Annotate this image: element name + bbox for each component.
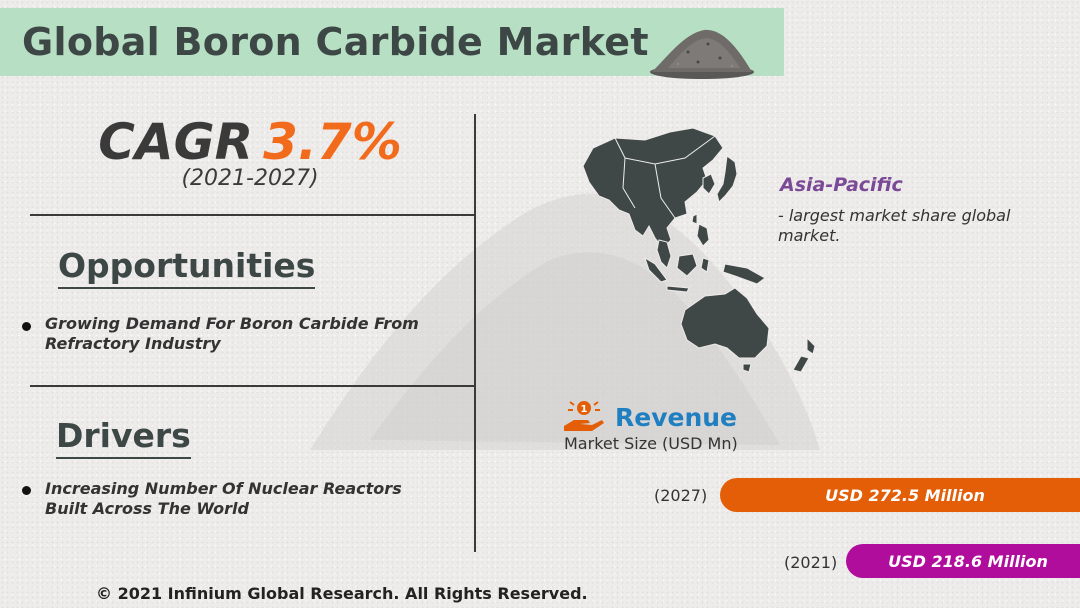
vertical-divider [474, 114, 476, 552]
revenue-bar-2027: USD 272.5 Million [720, 478, 1080, 512]
revenue-subtitle: Market Size (USD Mn) [564, 434, 738, 453]
driver-item: Increasing Number Of Nuclear Reactors Bu… [45, 479, 402, 518]
asia-pacific-map [582, 127, 816, 373]
divider-line [30, 214, 475, 216]
divider-line [30, 385, 475, 387]
cagr-years: (2021-2027) [181, 166, 319, 191]
cagr-label: CAGR [98, 113, 254, 171]
bullet-icon [22, 322, 31, 331]
title-band: Global Boron Carbide Market [0, 8, 784, 79]
region-description: - largest market share global market. [778, 206, 1011, 245]
opportunities-title: Opportunities [58, 246, 316, 289]
copyright-footer: © 2021 Infinium Global Research. All Rig… [96, 584, 588, 603]
revenue-bar-2021: USD 218.6 Million [846, 544, 1080, 578]
revenue-hand-coin-icon: 1 [564, 401, 604, 431]
bullet-icon [22, 486, 31, 495]
powder-pile-icon [650, 29, 754, 79]
bar-year-label: (2021) [784, 553, 838, 572]
page-title: Global Boron Carbide Market [22, 20, 649, 64]
cagr-block: CAGR 3.7% (2021-2027) [30, 112, 470, 191]
cagr-value: 3.7% [263, 113, 402, 171]
drivers-title: Drivers [56, 416, 191, 459]
opportunity-item: Growing Demand For Boron Carbide From Re… [45, 314, 419, 353]
svg-text:1: 1 [581, 404, 588, 415]
revenue-title: Revenue [615, 403, 738, 432]
cagr-line: CAGR 3.7% [30, 112, 470, 172]
bar-year-label: (2027) [654, 486, 708, 505]
region-name: Asia-Pacific [780, 174, 903, 196]
